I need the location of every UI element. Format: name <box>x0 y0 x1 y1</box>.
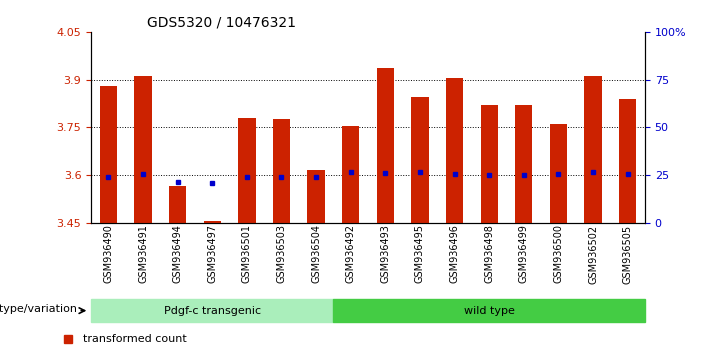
Text: GDS5320 / 10476321: GDS5320 / 10476321 <box>147 15 296 29</box>
Bar <box>446 78 463 223</box>
Bar <box>169 187 186 223</box>
Bar <box>238 118 256 223</box>
Text: genotype/variation: genotype/variation <box>0 304 78 314</box>
Bar <box>100 86 117 223</box>
Bar <box>334 299 645 322</box>
Bar <box>515 105 533 223</box>
Bar <box>342 126 360 223</box>
Bar <box>585 76 601 223</box>
Bar <box>411 97 428 223</box>
Bar <box>91 299 334 322</box>
Bar <box>203 222 221 223</box>
Bar <box>308 170 325 223</box>
Bar <box>273 120 290 223</box>
Bar <box>619 99 637 223</box>
Bar <box>135 76 151 223</box>
Text: Pdgf-c transgenic: Pdgf-c transgenic <box>164 306 261 316</box>
Bar <box>480 105 498 223</box>
Text: wild type: wild type <box>464 306 515 316</box>
Text: transformed count: transformed count <box>83 333 186 344</box>
Bar <box>550 124 567 223</box>
Bar <box>376 68 394 223</box>
